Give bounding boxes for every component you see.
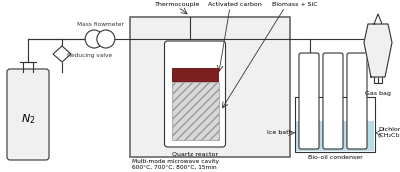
Text: Mass flowmeter: Mass flowmeter bbox=[76, 22, 124, 27]
Bar bbox=[172, 68, 218, 82]
FancyBboxPatch shape bbox=[299, 53, 319, 149]
Bar bbox=[172, 82, 218, 140]
Circle shape bbox=[85, 30, 103, 48]
Circle shape bbox=[97, 30, 115, 48]
Bar bbox=[130, 17, 290, 157]
FancyBboxPatch shape bbox=[323, 53, 343, 149]
Text: Activated carbon: Activated carbon bbox=[208, 2, 262, 7]
Polygon shape bbox=[374, 14, 382, 24]
Polygon shape bbox=[53, 46, 71, 62]
Polygon shape bbox=[364, 24, 392, 77]
Text: Bio-oil condenser: Bio-oil condenser bbox=[308, 155, 362, 160]
Bar bbox=[296, 121, 374, 151]
Text: Gas bag: Gas bag bbox=[365, 91, 391, 96]
Bar bbox=[295, 97, 375, 152]
Text: $N_2$: $N_2$ bbox=[21, 113, 35, 126]
Text: Dichloromethane
(CH₂Cl₂): Dichloromethane (CH₂Cl₂) bbox=[378, 127, 400, 138]
FancyBboxPatch shape bbox=[347, 53, 367, 149]
Text: Thermocouple: Thermocouple bbox=[155, 2, 201, 7]
Text: Biomass + SiC: Biomass + SiC bbox=[272, 2, 318, 7]
Text: Multi-mode microwave cavity
600°C, 700°C, 800°C, 15min: Multi-mode microwave cavity 600°C, 700°C… bbox=[132, 159, 219, 170]
Text: Ice bath: Ice bath bbox=[267, 130, 293, 135]
Text: Quartz reactor: Quartz reactor bbox=[172, 152, 218, 157]
Text: Reducing valve: Reducing valve bbox=[67, 53, 112, 58]
FancyBboxPatch shape bbox=[7, 69, 49, 160]
FancyBboxPatch shape bbox=[164, 41, 226, 147]
